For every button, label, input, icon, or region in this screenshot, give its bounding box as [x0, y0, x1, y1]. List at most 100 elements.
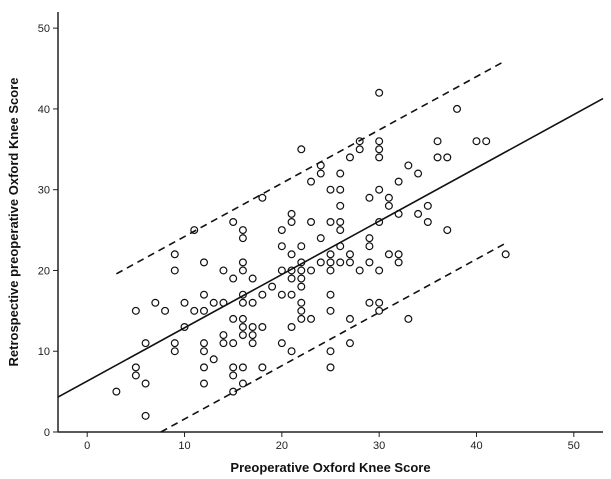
y-tick-label: 10	[38, 346, 50, 358]
data-point	[307, 314, 316, 323]
data-point	[384, 193, 393, 202]
data-point	[414, 169, 423, 178]
data-point	[336, 242, 345, 251]
data-point	[287, 323, 296, 332]
data-point	[180, 298, 189, 307]
data-point	[365, 193, 374, 202]
data-point	[131, 363, 140, 372]
data-point	[229, 363, 238, 372]
data-point	[238, 234, 247, 243]
data-point	[199, 347, 208, 356]
data-point	[355, 266, 364, 275]
data-point	[326, 218, 335, 227]
data-point	[482, 137, 491, 146]
data-point	[277, 226, 286, 235]
data-point	[268, 282, 277, 291]
data-point	[355, 137, 364, 146]
data-point	[375, 145, 384, 154]
data-point	[258, 323, 267, 332]
data-point	[326, 290, 335, 299]
data-point	[297, 145, 306, 154]
data-point	[199, 306, 208, 315]
data-point	[238, 258, 247, 267]
y-tick-label: 30	[38, 185, 50, 197]
data-point	[287, 209, 296, 218]
data-point	[229, 218, 238, 227]
data-point	[248, 298, 257, 307]
data-point	[326, 266, 335, 275]
data-point	[209, 298, 218, 307]
data-point	[394, 209, 403, 218]
data-point	[365, 242, 374, 251]
data-point	[141, 411, 150, 420]
data-point	[199, 339, 208, 348]
data-point	[365, 298, 374, 307]
data-point	[375, 185, 384, 194]
data-point	[433, 137, 442, 146]
data-point	[277, 242, 286, 251]
data-point	[297, 314, 306, 323]
data-points	[112, 88, 510, 420]
y-tick-label: 0	[44, 427, 50, 439]
data-point	[443, 226, 452, 235]
data-point	[277, 290, 286, 299]
data-point	[307, 218, 316, 227]
data-point	[258, 363, 267, 372]
data-point	[170, 339, 179, 348]
data-point	[131, 371, 140, 380]
data-point	[326, 347, 335, 356]
data-point	[248, 323, 257, 332]
data-point	[307, 177, 316, 186]
upper-prediction-line	[116, 59, 507, 275]
axes	[57, 12, 603, 433]
data-point	[258, 193, 267, 202]
data-point	[199, 379, 208, 388]
data-point	[238, 323, 247, 332]
data-point	[297, 242, 306, 251]
data-point	[287, 290, 296, 299]
data-point	[365, 234, 374, 243]
data-point	[336, 218, 345, 227]
data-point	[443, 153, 452, 162]
data-point	[404, 161, 413, 170]
data-point	[238, 331, 247, 340]
data-point	[336, 226, 345, 235]
data-point	[345, 258, 354, 267]
data-point	[131, 306, 140, 315]
data-point	[209, 355, 218, 364]
data-point	[375, 137, 384, 146]
data-point	[238, 379, 247, 388]
data-point	[414, 209, 423, 218]
data-point	[326, 363, 335, 372]
data-point	[394, 177, 403, 186]
data-point	[375, 306, 384, 315]
data-point	[277, 266, 286, 275]
data-point	[345, 339, 354, 348]
data-point	[345, 250, 354, 259]
data-point	[170, 250, 179, 259]
data-point	[199, 290, 208, 299]
regression-lines	[57, 59, 604, 433]
data-point	[170, 266, 179, 275]
ticks: 0 10 20 30 40 50 0 10 20 30 40 50	[38, 23, 580, 452]
data-point	[287, 218, 296, 227]
data-point	[404, 314, 413, 323]
data-point	[336, 169, 345, 178]
data-point	[423, 201, 432, 210]
data-point	[433, 153, 442, 162]
x-tick-label: 0	[84, 440, 90, 452]
x-axis-title: Preoperative Oxford Knee Score	[230, 460, 430, 475]
data-point	[297, 258, 306, 267]
y-axis-title: Retrospective preoperative Oxford Knee S…	[6, 78, 21, 367]
data-point	[472, 137, 481, 146]
data-point	[316, 258, 325, 267]
data-point	[151, 298, 160, 307]
data-point	[326, 306, 335, 315]
data-point	[238, 298, 247, 307]
data-point	[277, 339, 286, 348]
data-point	[384, 201, 393, 210]
y-tick-label: 20	[38, 265, 50, 277]
y-tick-label: 40	[38, 104, 50, 116]
data-point	[229, 339, 238, 348]
